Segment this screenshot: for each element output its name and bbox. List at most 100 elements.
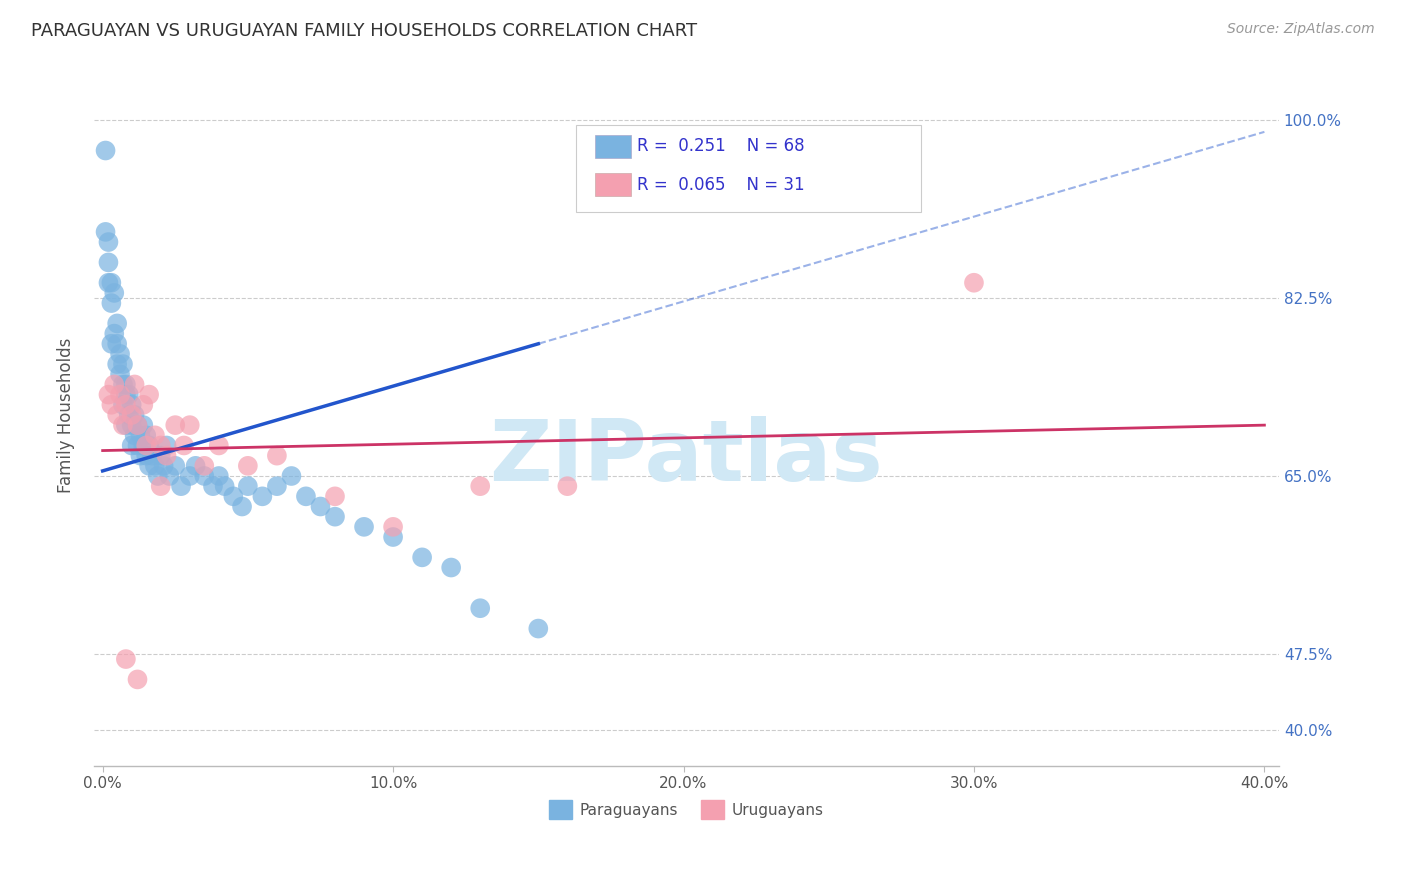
Point (173, 438, 195, 452)
Point (208, 469, 231, 483)
Point (440, 560, 463, 574)
Point (94, 225, 117, 239)
Point (129, 428, 152, 442)
Point (100, 296, 122, 310)
Point (115, 377, 138, 392)
Point (132, 438, 155, 452)
Point (252, 489, 274, 503)
Point (111, 398, 134, 412)
Point (132, 418, 155, 433)
Point (193, 458, 215, 473)
Point (121, 418, 143, 433)
Point (202, 479, 225, 493)
Point (309, 500, 332, 514)
Point (208, 438, 231, 452)
Point (103, 377, 125, 392)
Point (143, 458, 166, 473)
Point (155, 438, 177, 452)
Point (94, 144, 117, 158)
Legend: Paraguayans, Uruguayans: Paraguayans, Uruguayans (543, 794, 830, 825)
Point (138, 438, 160, 452)
Point (411, 550, 433, 565)
Point (184, 458, 207, 473)
Point (295, 489, 318, 503)
Point (97, 235, 120, 249)
Point (127, 673, 149, 687)
Point (382, 530, 405, 544)
Point (236, 479, 259, 493)
Point (323, 509, 346, 524)
Point (222, 489, 245, 503)
Point (135, 438, 157, 452)
Point (115, 387, 138, 401)
Point (100, 276, 122, 290)
Point (470, 479, 492, 493)
Point (108, 368, 131, 382)
Text: Source: ZipAtlas.com: Source: ZipAtlas.com (1227, 22, 1375, 37)
Point (179, 418, 201, 433)
Point (127, 418, 149, 433)
Point (132, 398, 155, 412)
Point (103, 285, 125, 300)
Point (266, 449, 288, 463)
Point (124, 428, 146, 442)
Point (97, 255, 120, 269)
Point (118, 387, 141, 401)
Point (193, 469, 215, 483)
Point (111, 418, 134, 433)
Point (121, 408, 143, 422)
Point (121, 398, 143, 412)
Point (149, 479, 172, 493)
Point (963, 276, 986, 290)
Point (527, 622, 550, 636)
Y-axis label: Family Households: Family Households (58, 337, 75, 492)
Point (118, 408, 141, 422)
Point (124, 377, 146, 392)
Point (111, 357, 134, 371)
Point (382, 520, 405, 534)
Text: R =  0.251    N = 68: R = 0.251 N = 68 (637, 137, 804, 155)
Point (111, 377, 134, 392)
Text: R =  0.065    N = 31: R = 0.065 N = 31 (637, 176, 804, 194)
Point (149, 449, 172, 463)
Point (266, 479, 288, 493)
Point (135, 449, 157, 463)
Point (155, 449, 177, 463)
Point (141, 449, 163, 463)
Point (165, 418, 187, 433)
Point (115, 398, 138, 412)
Point (353, 520, 375, 534)
Point (115, 652, 138, 666)
Text: ZIPatlas: ZIPatlas (489, 416, 883, 499)
Point (97, 276, 120, 290)
Point (100, 336, 122, 351)
Point (127, 438, 149, 452)
Text: PARAGUAYAN VS URUGUAYAN FAMILY HOUSEHOLDS CORRELATION CHART: PARAGUAYAN VS URUGUAYAN FAMILY HOUSEHOLD… (31, 22, 697, 40)
Point (105, 357, 128, 371)
Point (138, 387, 160, 401)
Point (323, 489, 346, 503)
Point (108, 387, 131, 401)
Point (557, 479, 579, 493)
Point (159, 469, 181, 483)
Point (129, 449, 152, 463)
Point (105, 408, 128, 422)
Point (97, 387, 120, 401)
Point (108, 347, 131, 361)
Point (138, 458, 160, 473)
Point (100, 398, 122, 412)
Point (231, 500, 253, 514)
Point (105, 336, 128, 351)
Point (179, 469, 201, 483)
Point (170, 479, 193, 493)
Point (152, 458, 174, 473)
Point (105, 317, 128, 331)
Point (470, 601, 492, 615)
Point (143, 428, 166, 442)
Point (149, 438, 172, 452)
Point (121, 438, 143, 452)
Point (280, 469, 302, 483)
Point (115, 418, 138, 433)
Point (124, 408, 146, 422)
Point (165, 458, 187, 473)
